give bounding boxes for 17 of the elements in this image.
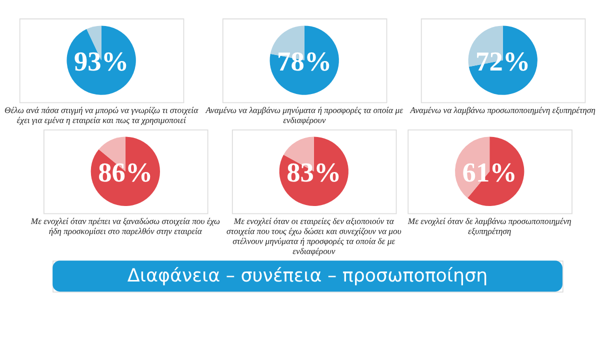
text: Με ενοχλεί όταν δε λαμβάνω προσωποποιημένη εξυπηρέτηση (406, 216, 572, 236)
data-label: 93% (74, 46, 129, 76)
data-label: 86% (98, 157, 153, 188)
text: Με ενοχλεί όταν οι εταιρείες δεν αξιοποιούν τα στοιχεία που τους έχω δώσει και συνεχίζουν να μου στέλνουν μηνύματα ή προσφορές τα οποία δε με ενδιαφέρουν (226, 216, 402, 256)
pie-slice (279, 136, 348, 206)
data-label: 78% (277, 46, 332, 76)
data-label: 83% (286, 157, 342, 188)
pie-slice (468, 26, 538, 95)
text: Με ενοχλεί όταν πρέπει να ξαναδώσω στοιχεία που έχω ήδη προσκομίσει στο παρελθόν στην εταιρεία (30, 216, 220, 236)
pie-slice (66, 26, 136, 95)
data-label: 72% (476, 46, 530, 76)
text: Αναμένω να λαμβάνω προσωποποιημένη εξυπηρέτηση (409, 105, 596, 116)
text: Αναμένω να λαμβάνω μηνύματα ή προσφορές τα οποία με ενδιαφέρουν (204, 105, 404, 126)
text: Θέλω ανά πάσα στιγμή να μπορώ να γνωρίζω τι στοιχεία έχει για εμένα η εταιρεία και πως τα χρησιμοποιεί (4, 105, 199, 126)
pie-slice (270, 26, 339, 95)
pie-slice (90, 136, 160, 206)
text: Διαφάνεια – συνέπεια – προσωποποίηση (127, 266, 488, 287)
